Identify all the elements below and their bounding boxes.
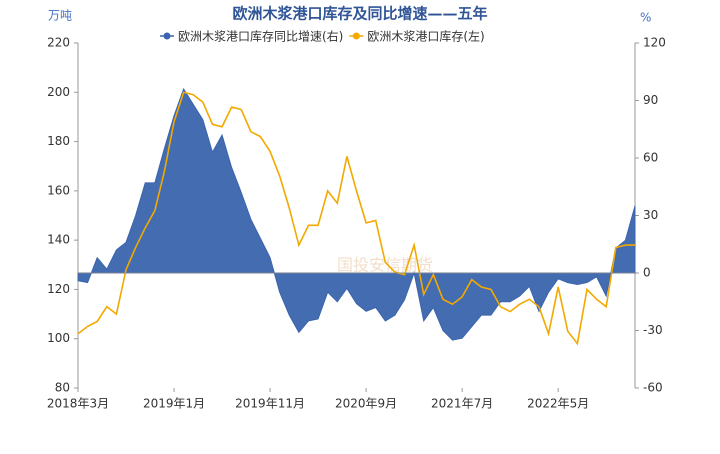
- x-tick-label: 2019年11月: [235, 397, 305, 411]
- y-tick-label: 80: [55, 381, 70, 395]
- y2-tick-label: 0: [643, 266, 651, 280]
- y-tick-label: 220: [47, 36, 70, 50]
- area: [77, 87, 636, 341]
- x-tick-label: 2021年7月: [431, 397, 493, 411]
- y2-tick-label: 90: [643, 93, 658, 107]
- legend-marker: [352, 32, 360, 40]
- y2-tick-label: 120: [643, 36, 666, 50]
- y-tick-label: 160: [47, 183, 70, 197]
- x-tick-label: 2022年5月: [527, 397, 589, 411]
- legend-label: 欧洲木浆港口库存同比增速(右): [178, 29, 343, 44]
- legend-label: 欧洲木浆港口库存(左): [367, 29, 484, 44]
- y-tick-label: 180: [47, 134, 70, 148]
- y-tick-label: 200: [47, 85, 70, 99]
- y-tick-label: 100: [47, 331, 70, 345]
- x-tick-label: 2019年1月: [143, 397, 205, 411]
- y2-axis-label: %: [640, 11, 651, 25]
- x-tick-label: 2020年9月: [335, 397, 397, 411]
- y2-tick-label: -30: [643, 323, 663, 337]
- y2-tick-label: -60: [643, 381, 663, 395]
- line: [77, 91, 635, 346]
- y-axis-label: 万吨: [48, 9, 72, 23]
- y2-tick-label: 30: [643, 208, 658, 222]
- legend-marker: [163, 32, 171, 40]
- chart-title: 欧洲木浆港口库存及同比增速——五年: [232, 5, 487, 23]
- x-tick-label: 2018年3月: [47, 397, 109, 411]
- y2-tick-label: 60: [643, 151, 658, 165]
- y-tick-label: 140: [47, 233, 70, 247]
- y-tick-label: 120: [47, 282, 70, 296]
